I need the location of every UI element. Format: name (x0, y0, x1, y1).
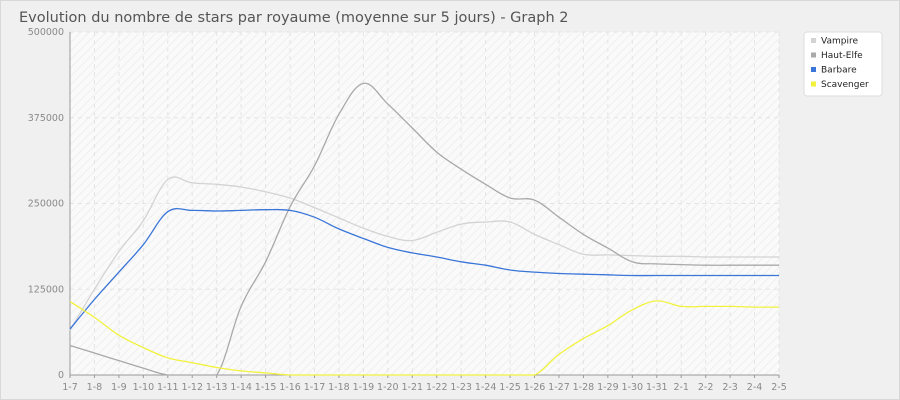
x-tick-label: 1-27 (548, 382, 570, 393)
series-line-barbare (69, 207, 779, 330)
series-line-vampire (69, 176, 779, 331)
legend[interactable]: Vampire Haut-Elfe Barbare Scavenger (803, 31, 883, 97)
x-tick-label: 1-21 (401, 382, 423, 393)
y-tick-label: 375000 (28, 113, 64, 124)
series-line-haut-elfe (69, 82, 779, 376)
legend-swatch (811, 67, 816, 72)
y-tick-label: 0 (58, 370, 64, 381)
x-tick-label: 1-20 (377, 382, 399, 393)
legend-swatch (811, 38, 816, 43)
legend-swatch (811, 52, 816, 58)
x-tick-label: 1-19 (353, 382, 375, 393)
x-tick-label: 1-7 (62, 382, 78, 393)
legend-label[interactable]: Barbare (821, 66, 857, 76)
x-tick-label: 1-18 (328, 382, 350, 393)
y-tick-label: 125000 (28, 284, 64, 295)
x-tick-label: 1-11 (157, 382, 179, 393)
x-tick-label: 1-30 (622, 382, 644, 393)
x-tick-label: 2-3 (722, 382, 738, 393)
x-tick-label: 1-28 (573, 382, 595, 393)
x-tick-label: 1-8 (87, 382, 103, 393)
legend-swatch (811, 81, 816, 87)
x-tick-label: 2-4 (747, 382, 763, 393)
x-tick-label: 1-17 (304, 382, 326, 393)
x-tick-label: 1-22 (426, 382, 448, 393)
x-tick-label: 1-12 (181, 382, 203, 393)
x-tick-label: 2-2 (698, 382, 714, 393)
y-tick-label: 500000 (28, 27, 64, 38)
x-tick-label: 1-16 (279, 382, 301, 393)
series-line-scavenger (69, 300, 780, 376)
y-tick-label: 250000 (28, 199, 64, 210)
legend-label[interactable]: Haut-Elfe (821, 51, 863, 61)
legend-label[interactable]: Vampire (821, 37, 858, 47)
series-lines (69, 82, 780, 376)
x-tick-label: 1-26 (524, 382, 546, 393)
grid-lines (70, 31, 780, 375)
x-tick-label: 1-9 (111, 382, 127, 393)
x-tick-label: 2-1 (673, 382, 689, 393)
chart-title: Evolution du nombre de stars par royaume… (19, 10, 569, 26)
x-tick-label: 1-29 (597, 382, 619, 393)
x-tick-label: 1-24 (475, 382, 497, 393)
legend-label[interactable]: Scavenger (821, 80, 869, 90)
x-tick-label: 1-31 (646, 382, 668, 393)
x-tick-label: 1-25 (499, 382, 521, 393)
x-tick-label: 2-5 (771, 382, 787, 393)
x-tick-label: 1-15 (255, 382, 277, 393)
x-tick-label: 1-23 (450, 382, 472, 393)
legend-box (803, 31, 883, 97)
x-tick-label: 1-14 (230, 382, 252, 393)
x-tick-label: 1-13 (206, 382, 228, 393)
x-tick-label: 1-10 (133, 382, 155, 393)
